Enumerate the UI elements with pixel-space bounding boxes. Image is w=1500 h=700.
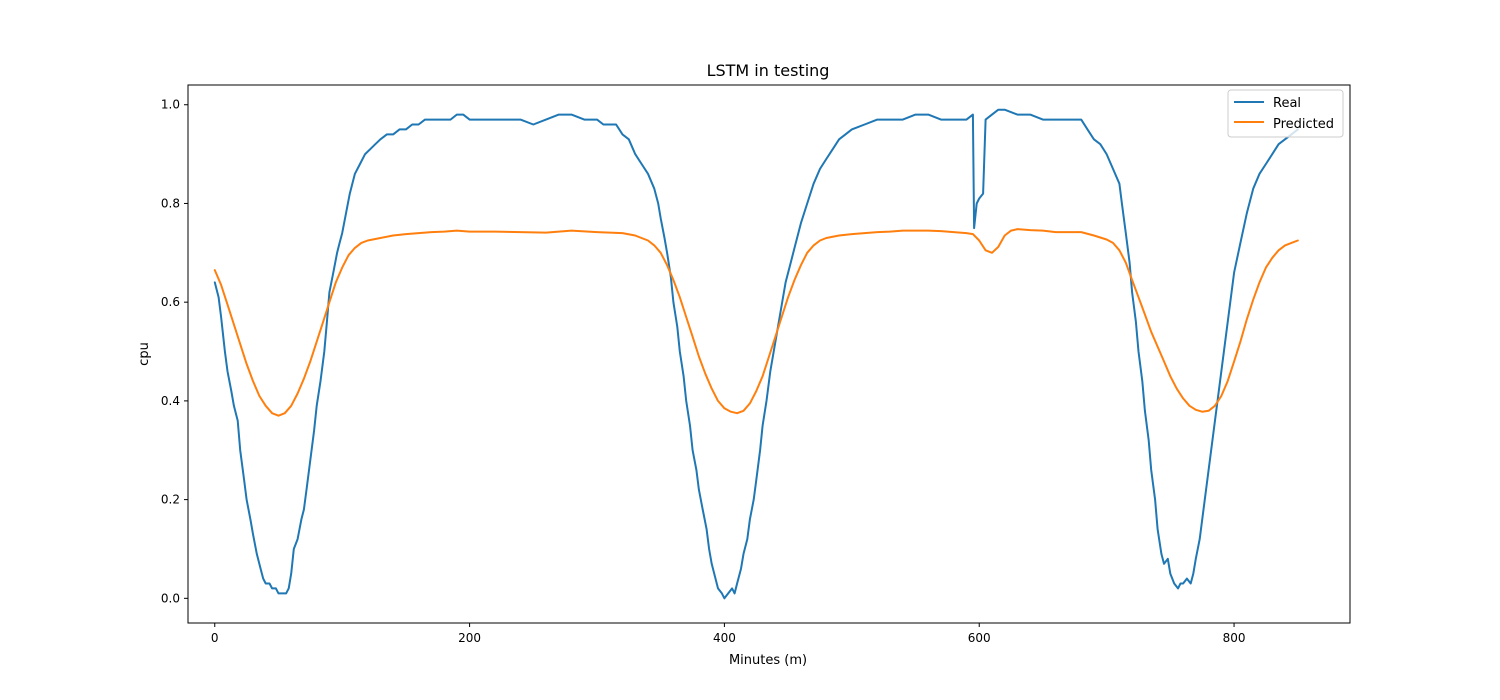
plot-frame bbox=[187, 84, 1351, 624]
x-tick-label: 0 bbox=[211, 631, 219, 645]
chart-title: LSTM in testing bbox=[707, 61, 830, 80]
x-tick-label: 400 bbox=[713, 631, 736, 645]
y-tick-label: 0.0 bbox=[161, 591, 180, 605]
x-tick-label: 800 bbox=[1223, 631, 1246, 645]
series-line-real bbox=[213, 108, 1299, 600]
legend: Real Predicted bbox=[1227, 89, 1344, 138]
y-tick-label: 0.4 bbox=[161, 394, 180, 408]
y-axis-label: cpu bbox=[137, 342, 152, 366]
y-tick-label: 0.8 bbox=[161, 196, 180, 210]
x-axis-ticks: 0 200 400 600 800 bbox=[211, 623, 1246, 645]
x-axis-label: Minutes (m) bbox=[729, 653, 807, 668]
series-line-predicted bbox=[213, 228, 1299, 417]
series-layer bbox=[213, 108, 1299, 600]
legend-label-predicted: Predicted bbox=[1273, 117, 1334, 132]
y-tick-label: 1.0 bbox=[161, 98, 180, 112]
x-tick-label: 200 bbox=[458, 631, 481, 645]
y-axis-ticks: 0.0 0.2 0.4 0.6 0.8 1.0 bbox=[161, 98, 188, 605]
x-tick-label: 600 bbox=[968, 631, 991, 645]
y-tick-label: 0.2 bbox=[161, 493, 180, 507]
y-tick-label: 0.6 bbox=[161, 295, 180, 309]
legend-label-real: Real bbox=[1273, 96, 1301, 111]
